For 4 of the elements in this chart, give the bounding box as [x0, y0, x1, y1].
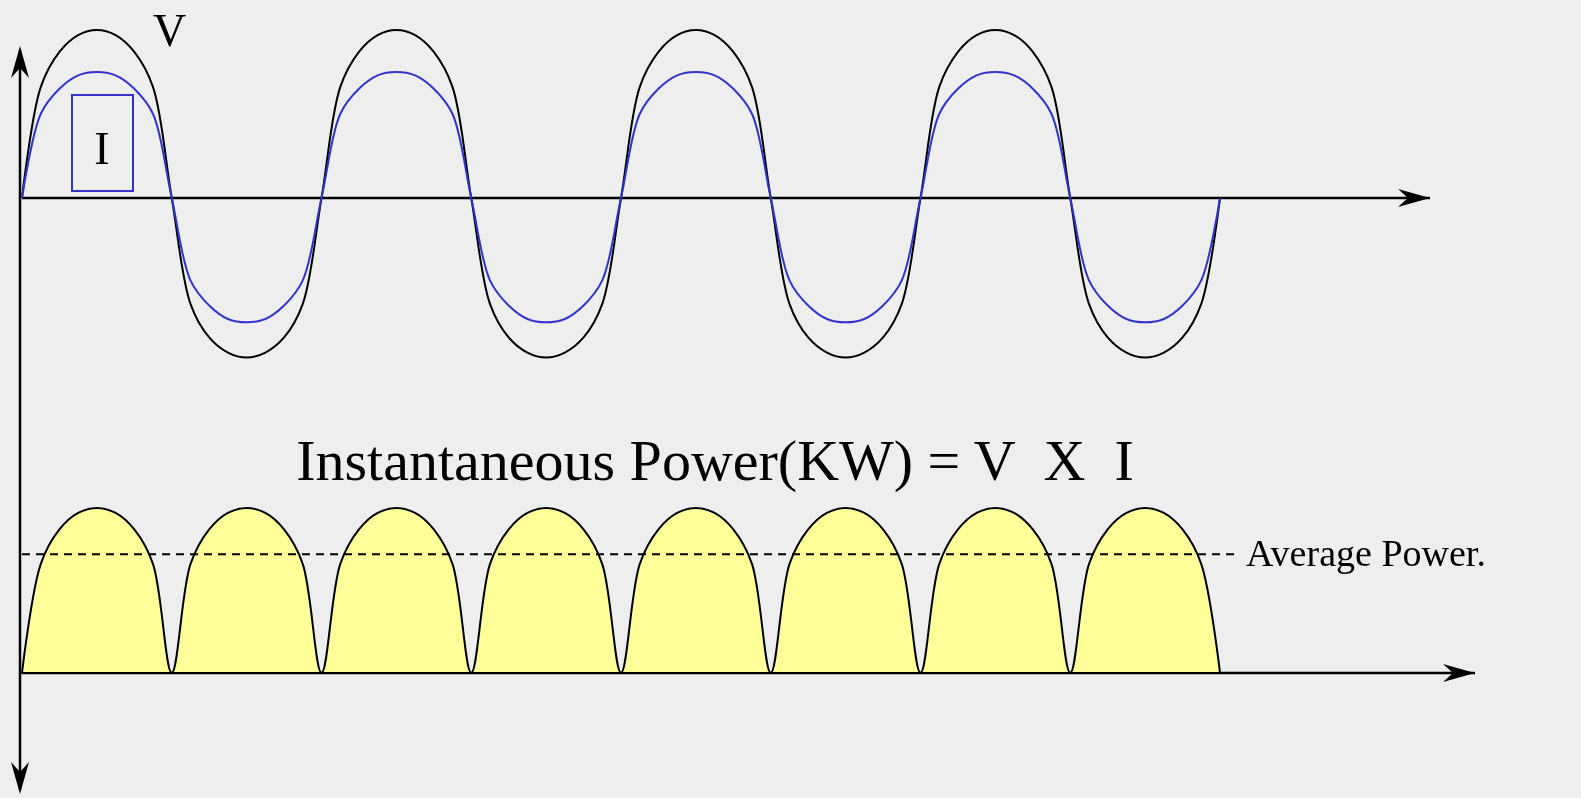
- series-label: I: [94, 123, 110, 174]
- series-label: V: [153, 5, 187, 56]
- ref-line-label: Average Power.: [1246, 532, 1486, 575]
- chart-title: Instantaneous Power(KW) = V X I: [296, 428, 1134, 493]
